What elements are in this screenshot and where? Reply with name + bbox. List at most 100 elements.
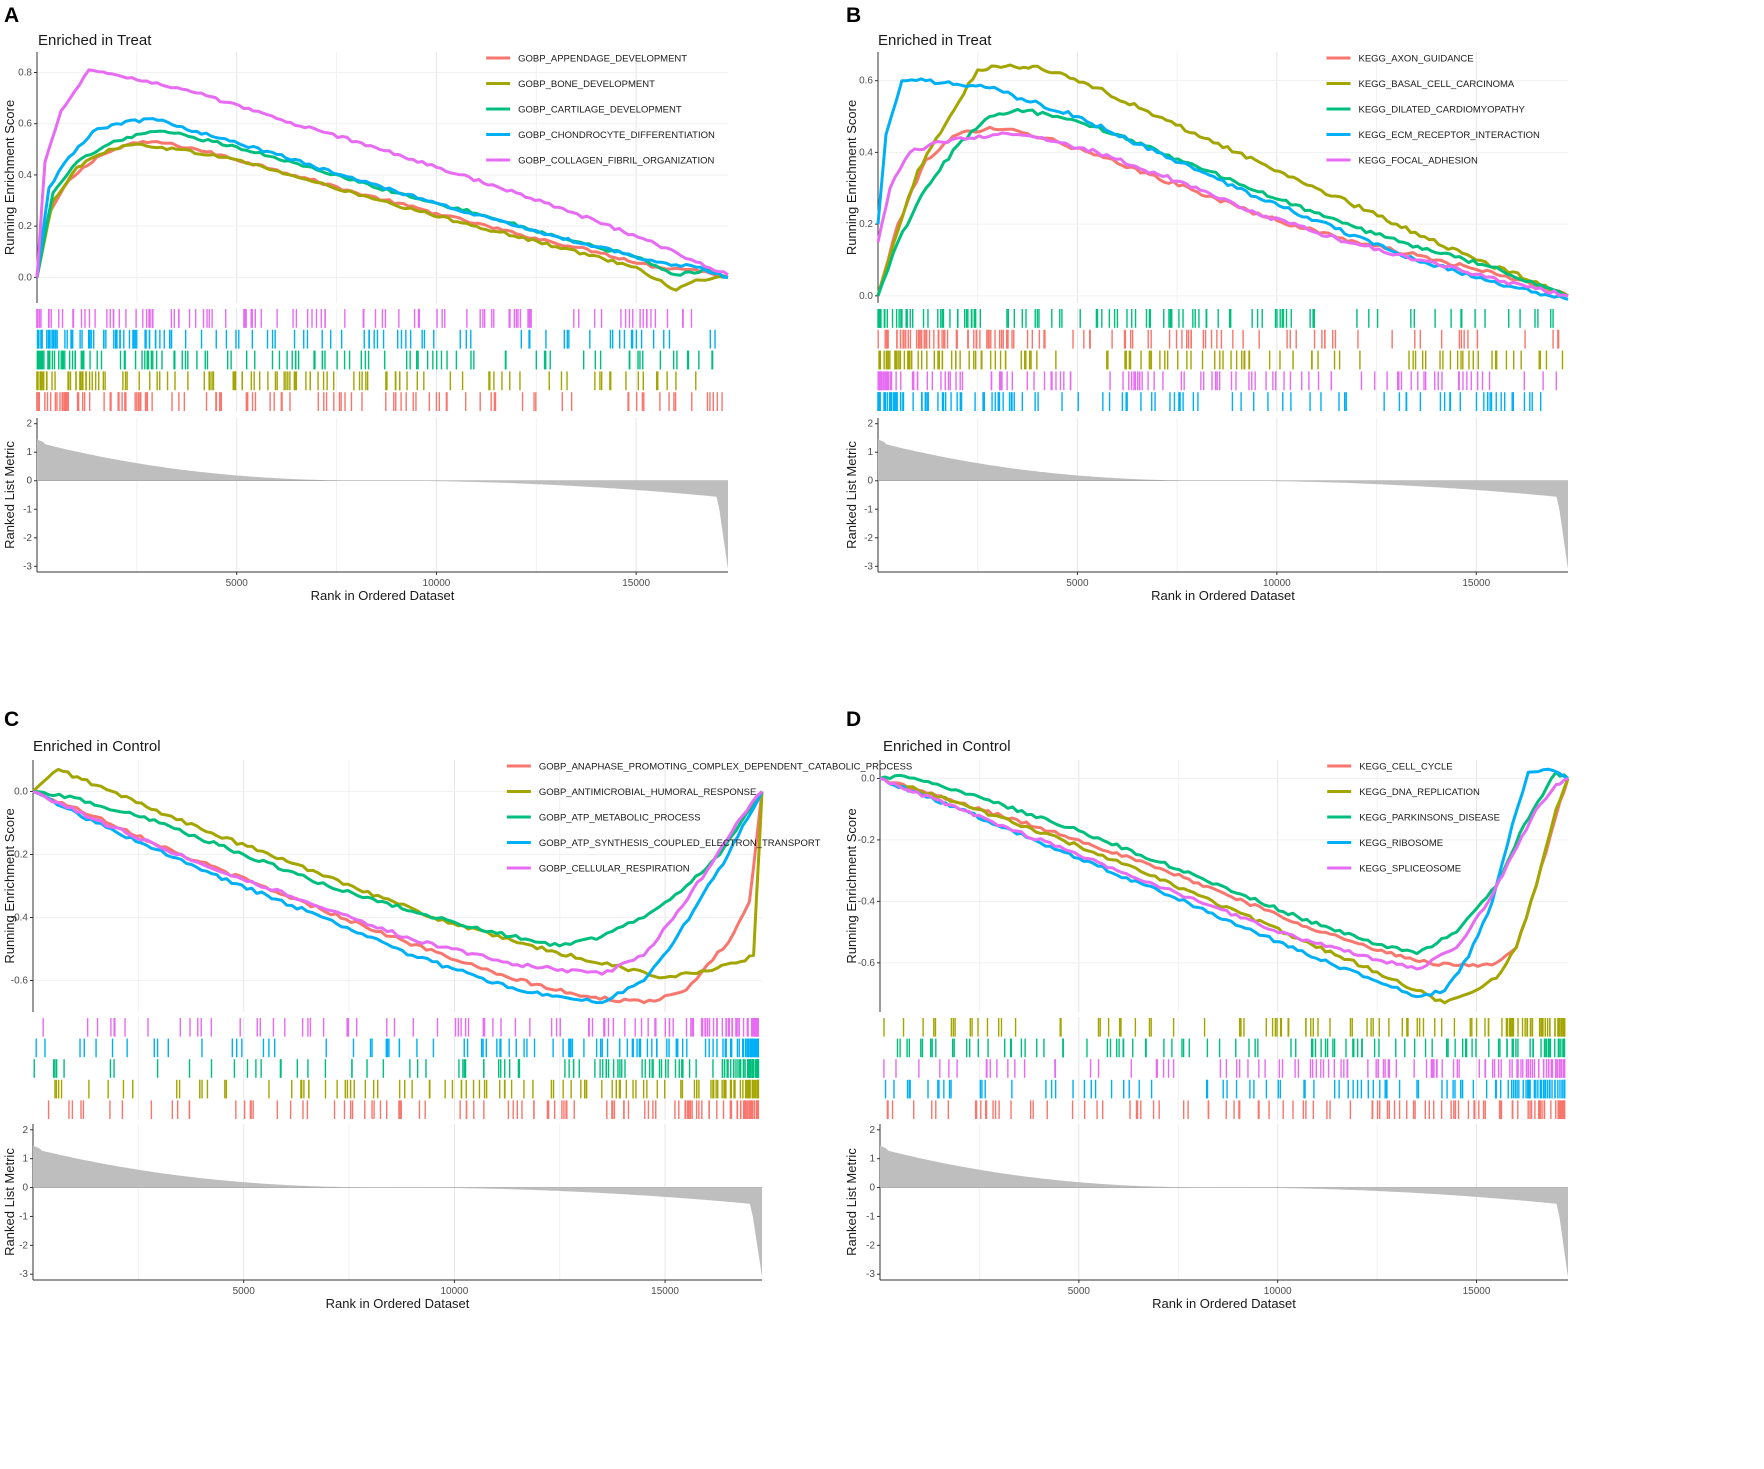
gene-hit-ticks — [883, 1018, 1566, 1119]
metric-axis-title: Ranked List Metric — [2, 1148, 17, 1256]
legend-label: GOBP_CHONDROCYTE_DIFFERENTIATION — [518, 130, 715, 141]
metric-tick-label: -1 — [866, 1211, 875, 1222]
legend-label: KEGG_CELL_CYCLE — [1359, 762, 1452, 773]
es-curve-gobp-antimicrobial-humoral-response — [31, 767, 764, 980]
es-axis-title: Running Enrichment Score — [844, 100, 859, 255]
ranked-metric-area — [880, 1145, 1568, 1278]
gene-hit-ticks — [33, 1018, 760, 1119]
x-tick-label: 10000 — [1263, 578, 1291, 589]
metric-axis-title: Ranked List Metric — [844, 441, 859, 549]
es-axis-title: Running Enrichment Score — [2, 100, 17, 255]
legend-label: GOBP_ATP_METABOLIC_PROCESS — [539, 813, 701, 824]
x-tick-label: 15000 — [1463, 1286, 1491, 1297]
legend-label: GOBP_ATP_SYNTHESIS_COUPLED_ELECTRON_TRAN… — [539, 838, 821, 849]
ranked-metric-area — [37, 439, 728, 570]
metric-tick-label: 1 — [22, 1154, 28, 1165]
es-curve-gobp-atp-synthesis-coupled-electron-transport — [32, 790, 764, 1005]
es-axis-title: Running Enrichment Score — [844, 808, 859, 963]
x-tick-label: 5000 — [1066, 578, 1089, 589]
legend-label: KEGG_ECM_RECEPTOR_INTERACTION — [1359, 130, 1541, 141]
legend-label: GOBP_ANTIMICROBIAL_HUMORAL_RESPONSE — [539, 787, 757, 798]
panel-label: D — [846, 708, 861, 731]
metric-tick-label: 2 — [22, 1125, 28, 1136]
legend: KEGG_AXON_GUIDANCE KEGG_BASAL_CELL_CARCIN… — [1326, 54, 1541, 167]
metric-tick-label: -2 — [23, 533, 32, 544]
es-curve-gobp-atp-metabolic-process — [32, 790, 764, 948]
metric-tick-label: 2 — [867, 419, 873, 430]
ranked-metric-area — [878, 439, 1568, 570]
es-curve-gobp-chondrocyte-differentiation — [35, 117, 729, 279]
x-tick-label: 5000 — [226, 578, 249, 589]
metric-tick-label: 0 — [867, 476, 873, 487]
metric-tick-label: 0 — [869, 1183, 875, 1194]
x-tick-label: 10000 — [1264, 1286, 1292, 1297]
metric-tick-label: 0 — [22, 1183, 28, 1194]
es-curve-kegg-focal-adhesion — [876, 131, 1569, 298]
metric-tick-label: 0 — [26, 476, 32, 487]
legend-label: GOBP_ANAPHASE_PROMOTING_COMPLEX_DEPENDEN… — [539, 762, 912, 773]
legend-label: KEGG_PARKINSONS_DISEASE — [1359, 813, 1500, 824]
x-tick-label: 10000 — [423, 578, 451, 589]
metric-tick-label: -2 — [19, 1240, 28, 1251]
legend-label: GOBP_COLLAGEN_FIBRIL_ORGANIZATION — [518, 156, 714, 167]
ranked-metric-area — [33, 1145, 762, 1278]
panel-title: Enriched in Control — [33, 738, 161, 755]
legend-label: GOBP_APPENDAGE_DEVELOPMENT — [518, 54, 687, 65]
legend-label: GOBP_CARTILAGE_DEVELOPMENT — [518, 105, 682, 116]
es-curve-gobp-collagen-fibril-organization — [35, 68, 729, 278]
panel-title: Enriched in Treat — [38, 32, 152, 49]
legend-label: KEGG_AXON_GUIDANCE — [1359, 54, 1474, 65]
metric-tick-label: -3 — [23, 561, 32, 572]
panel-d: D Enriched in Control 0.0 -0.2 -0.4 -0.6Runni… — [844, 708, 1570, 1311]
es-tick-label: 0.4 — [859, 147, 873, 158]
es-curve-kegg-parkinsons-disease — [879, 770, 1569, 956]
legend-label: KEGG_SPLICEOSOME — [1359, 864, 1461, 875]
legend-label: KEGG_DILATED_CARDIOMYOPATHY — [1359, 105, 1526, 116]
panel-label: C — [4, 708, 19, 731]
panel-label: B — [846, 4, 861, 27]
panel-label: A — [4, 4, 19, 27]
es-tick-label: 0.6 — [859, 76, 873, 87]
es-curve-gobp-cellular-respiration — [32, 790, 764, 976]
metric-axis-title: Ranked List Metric — [844, 1148, 859, 1256]
es-tick-label: -0.2 — [858, 835, 876, 846]
legend-label: GOBP_CELLULAR_RESPIRATION — [539, 864, 690, 875]
es-tick-label: -0.6 — [11, 976, 29, 987]
es-tick-label: -0.4 — [858, 896, 876, 907]
gene-hit-ticks — [877, 309, 1564, 411]
x-axis-title: Rank in Ordered Dataset — [1151, 588, 1295, 603]
metric-axis-title: Ranked List Metric — [2, 441, 17, 549]
metric-tick-label: -1 — [19, 1211, 28, 1222]
es-tick-label: 0.8 — [18, 67, 32, 78]
legend-label: KEGG_BASAL_CELL_CARCINOMA — [1359, 79, 1515, 90]
legend-label: KEGG_FOCAL_ADHESION — [1359, 156, 1478, 167]
es-tick-label: 0.0 — [14, 787, 28, 798]
es-curve-gobp-bone-development — [35, 142, 729, 292]
x-tick-label: 15000 — [622, 578, 650, 589]
x-axis-title: Rank in Ordered Dataset — [311, 588, 455, 603]
es-tick-label: -0.6 — [858, 958, 876, 969]
es-tick-label: 0.2 — [18, 221, 32, 232]
es-tick-label: 0.0 — [18, 272, 32, 283]
es-curve-kegg-basal-cell-carcinoma — [876, 63, 1569, 298]
metric-tick-label: -3 — [864, 561, 873, 572]
panel-title: Enriched in Treat — [878, 32, 992, 49]
es-curve-kegg-spliceosome — [879, 776, 1569, 971]
es-tick-label: 0.6 — [18, 119, 32, 130]
x-tick-label: 5000 — [233, 1286, 256, 1297]
legend-label: KEGG_DNA_REPLICATION — [1359, 787, 1480, 798]
metric-tick-label: -3 — [19, 1269, 28, 1280]
panel-b: B Enriched in Treat 0.0 0.2 0.4 0.6 Running En… — [844, 4, 1569, 603]
es-curve-kegg-dna-replication — [879, 776, 1570, 1005]
x-tick-label: 15000 — [651, 1286, 679, 1297]
es-tick-label: -0.2 — [11, 850, 29, 861]
legend-label: KEGG_RIBOSOME — [1359, 838, 1443, 849]
es-curve-gobp-cartilage-development — [35, 129, 729, 279]
metric-tick-label: 2 — [26, 419, 32, 430]
x-tick-label: 5000 — [1068, 1286, 1091, 1297]
gridlines — [880, 760, 1568, 1280]
metric-tick-label: -3 — [866, 1269, 875, 1280]
x-axis-title: Rank in Ordered Dataset — [326, 1296, 470, 1311]
